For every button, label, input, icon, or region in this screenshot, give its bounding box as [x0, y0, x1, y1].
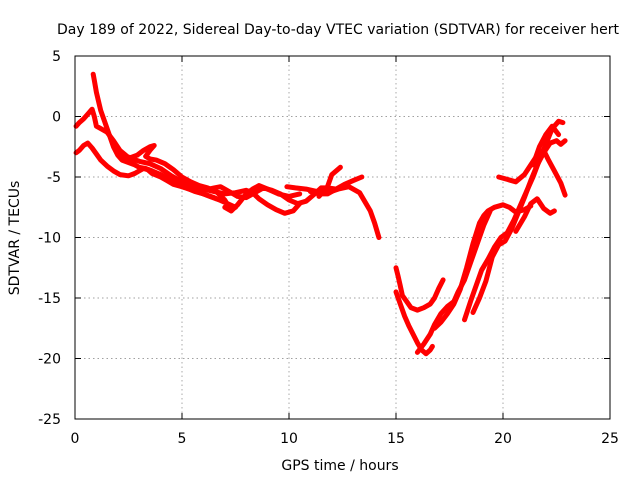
series-arc-3 — [73, 140, 238, 210]
series-arc-15 — [470, 138, 568, 315]
y-tick-label: 0 — [52, 110, 61, 126]
axis-ticks: 0 5 10 15 20 25 -25 -20 -15 -10 -5 0 5 — [38, 49, 619, 447]
x-tick-label: 0 — [71, 431, 80, 447]
x-axis-label: GPS time / hours — [281, 458, 398, 474]
x-tick-label: 10 — [280, 431, 298, 447]
data-series-group — [73, 71, 568, 357]
series-arc-11 — [393, 289, 435, 357]
series-arc-10 — [393, 265, 446, 313]
y-axis-label: SDTVAR / TECUs — [7, 181, 23, 296]
x-tick-label: 25 — [601, 431, 619, 447]
y-tick-label: -5 — [47, 170, 61, 186]
y-tick-label: -20 — [38, 352, 61, 368]
y-tick-label: -10 — [38, 231, 61, 247]
series-arc-6 — [222, 183, 303, 214]
y-tick-label: -25 — [38, 412, 61, 428]
x-tick-label: 5 — [178, 431, 187, 447]
x-tick-label: 15 — [387, 431, 405, 447]
series-arc-9 — [316, 164, 343, 199]
series-arc-17 — [513, 196, 557, 234]
series-arc-13 — [432, 202, 534, 331]
chart-title: Day 189 of 2022, Sidereal Day-to-day VTE… — [57, 22, 619, 38]
series-arc-18 — [530, 123, 562, 168]
y-tick-label: -15 — [38, 291, 61, 307]
grid-lines — [75, 56, 610, 419]
x-tick-label: 20 — [494, 431, 512, 447]
y-tick-label: 5 — [52, 49, 61, 65]
series-arc-2 — [73, 106, 303, 216]
